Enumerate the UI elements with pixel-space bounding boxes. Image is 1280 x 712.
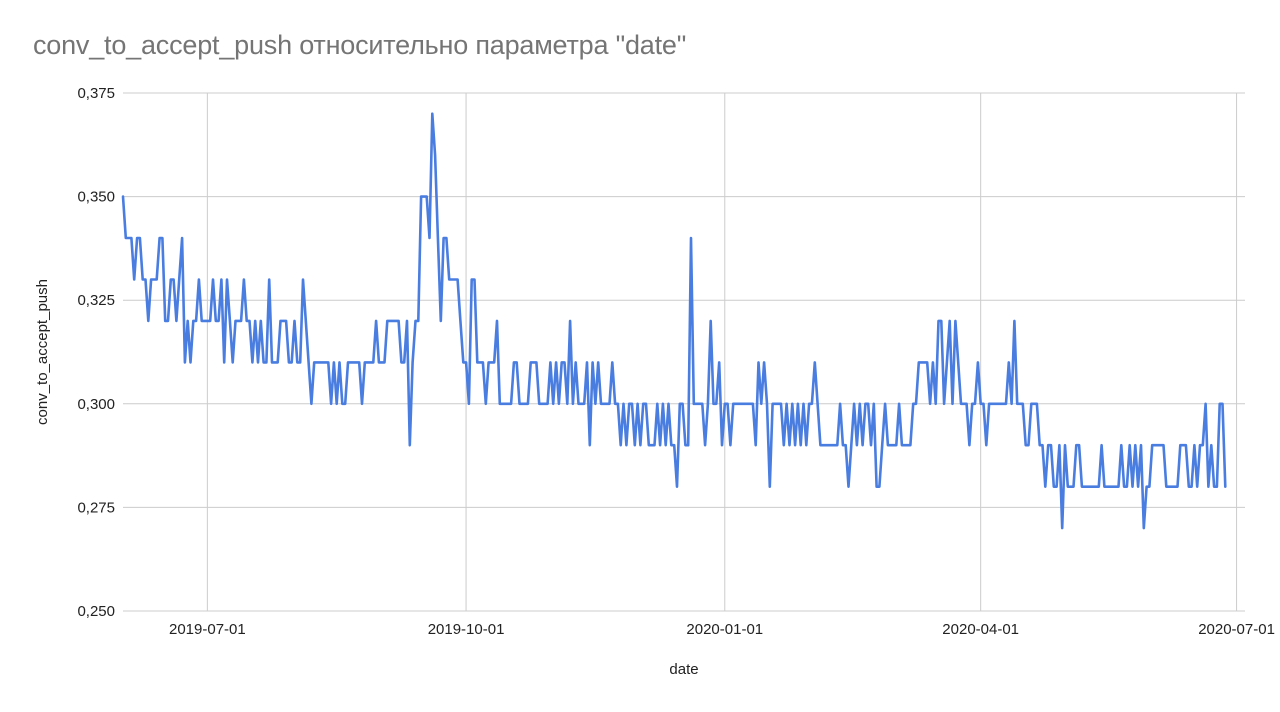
x-tick-label: 2020-01-01 bbox=[686, 621, 763, 638]
series-layer bbox=[121, 112, 1227, 530]
y-tick-label: 0,375 bbox=[77, 85, 115, 102]
y-axis-ticks: 0,250 0,275 0,300 0,325 0,350 0,375 bbox=[77, 85, 115, 620]
x-tick-label: 2019-07-01 bbox=[169, 621, 246, 638]
series-line bbox=[121, 112, 1227, 530]
x-axis-ticks: 2019-07-01 2019-10-01 2020-01-01 2020-04-01… bbox=[169, 621, 1275, 638]
x-axis-title: date bbox=[669, 661, 698, 678]
chart-title: conv_to_accept_push относительно парамет… bbox=[33, 30, 687, 60]
y-tick-label: 0,350 bbox=[77, 189, 115, 206]
y-tick-label: 0,325 bbox=[77, 292, 115, 309]
y-tick-label: 0,250 bbox=[77, 603, 115, 620]
x-tick-label: 2020-07-01 bbox=[1198, 621, 1275, 638]
y-axis-title: conv_to_accept_push bbox=[34, 279, 51, 425]
y-tick-label: 0,275 bbox=[77, 499, 115, 516]
x-tick-label: 2020-04-01 bbox=[942, 621, 1019, 638]
x-tick-label: 2019-10-01 bbox=[428, 621, 505, 638]
gridlines bbox=[123, 92, 1245, 612]
y-tick-label: 0,300 bbox=[77, 396, 115, 413]
